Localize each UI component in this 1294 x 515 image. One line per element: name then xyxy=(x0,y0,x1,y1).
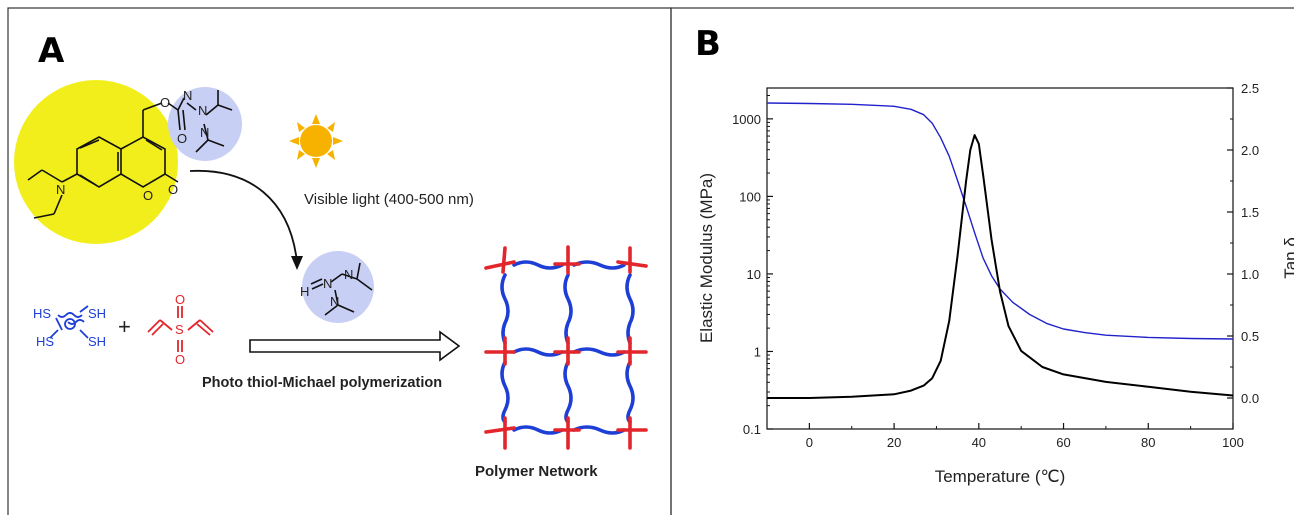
right-y-axis: 0.0 0.5 1.0 1.5 2.0 2.5 xyxy=(1227,81,1259,430)
base-structure xyxy=(310,262,373,316)
light-arrow xyxy=(189,169,298,263)
light-arrowhead xyxy=(291,256,303,270)
left-y-tick-label: 1 xyxy=(754,344,761,359)
reaction-arrow xyxy=(249,330,461,362)
x-tick-label: 100 xyxy=(1222,435,1244,450)
panel-a: A xyxy=(14,31,648,480)
right-y-axis-label: Tan δ xyxy=(1281,237,1294,279)
base-n1-label: N xyxy=(344,267,353,282)
right-y-tick-label: 2.0 xyxy=(1241,143,1259,158)
tan-delta-series-line xyxy=(767,134,1234,399)
tmg-n1-label: N xyxy=(183,88,192,103)
ester-o-label: O xyxy=(160,95,170,110)
tmg-n3-label: N xyxy=(200,125,209,140)
vinyl-sulfone-monomer: S O O xyxy=(147,292,214,367)
thiol-sh-1: SH xyxy=(88,306,106,321)
right-y-tick-label: 1.5 xyxy=(1241,205,1259,220)
thiol-hs-1: HS xyxy=(33,306,51,321)
right-y-tick-label: 0.5 xyxy=(1241,329,1259,344)
sulfone-s-label: S xyxy=(175,322,184,337)
right-y-tick-label: 0.0 xyxy=(1241,391,1259,406)
ketone-o-label: O xyxy=(177,131,187,146)
thiol-hs-2: HS xyxy=(36,334,54,349)
amine-n-label: N xyxy=(56,182,65,197)
lactone-o-label: O xyxy=(168,182,178,197)
polymer-network-label: Polymer Network xyxy=(475,463,598,480)
left-y-tick-label: 10 xyxy=(747,267,761,282)
coumarin-sphere xyxy=(14,80,178,244)
sun-icon xyxy=(289,114,343,168)
plus-sign: + xyxy=(118,314,131,339)
left-y-tick-label: 100 xyxy=(739,189,761,204)
panel-b-frame xyxy=(670,7,1294,515)
polymer-network xyxy=(484,245,648,450)
right-y-tick-label: 2.5 xyxy=(1241,81,1259,96)
plot-area xyxy=(766,87,1234,430)
panel-b-letter: B xyxy=(695,24,721,64)
tmg-sphere xyxy=(168,87,242,161)
x-tick-label: 20 xyxy=(887,435,901,450)
base-n-dbl-label: N xyxy=(323,276,332,291)
panel-b: B 0 20 40 60 80 100 0.1 1 10 100 1000 0.0 0.5 1.0 1.… xyxy=(695,24,1294,486)
base-h-label: H xyxy=(300,284,309,299)
sulfone-o-top-label: O xyxy=(175,292,185,307)
reaction-label: Photo thiol-Michael polymerization xyxy=(202,375,442,391)
base-n2-label: N xyxy=(330,294,339,309)
left-y-axis: 0.1 1 10 100 1000 xyxy=(732,95,773,437)
sulfone-o-bottom-label: O xyxy=(175,352,185,367)
thiol-sh-2: SH xyxy=(88,334,106,349)
right-y-tick-label: 1.0 xyxy=(1241,267,1259,282)
x-axis-label: Temperature (℃) xyxy=(935,467,1066,486)
x-tick-label: 80 xyxy=(1141,435,1155,450)
left-y-tick-label: 0.1 xyxy=(743,422,761,437)
visible-light-label: Visible light (400-500 nm) xyxy=(304,191,474,208)
x-tick-label: 0 xyxy=(806,435,813,450)
ring-o-label: O xyxy=(143,188,153,203)
coumarin-structure xyxy=(27,90,233,219)
panel-a-letter: A xyxy=(38,31,65,71)
base-sphere xyxy=(302,251,374,323)
series-layer xyxy=(766,102,1234,399)
left-y-tick-label: 1000 xyxy=(732,112,761,127)
tmg-n2-label: N xyxy=(198,103,207,118)
left-y-axis-label: Elastic Modulus (MPa) xyxy=(697,173,716,343)
tetrathiol-monomer: HS SH HS SH xyxy=(33,305,106,349)
modulus-series-line xyxy=(766,102,1234,340)
x-axis: 0 20 40 60 80 100 xyxy=(766,423,1244,450)
x-tick-label: 60 xyxy=(1056,435,1070,450)
x-tick-label: 40 xyxy=(972,435,986,450)
